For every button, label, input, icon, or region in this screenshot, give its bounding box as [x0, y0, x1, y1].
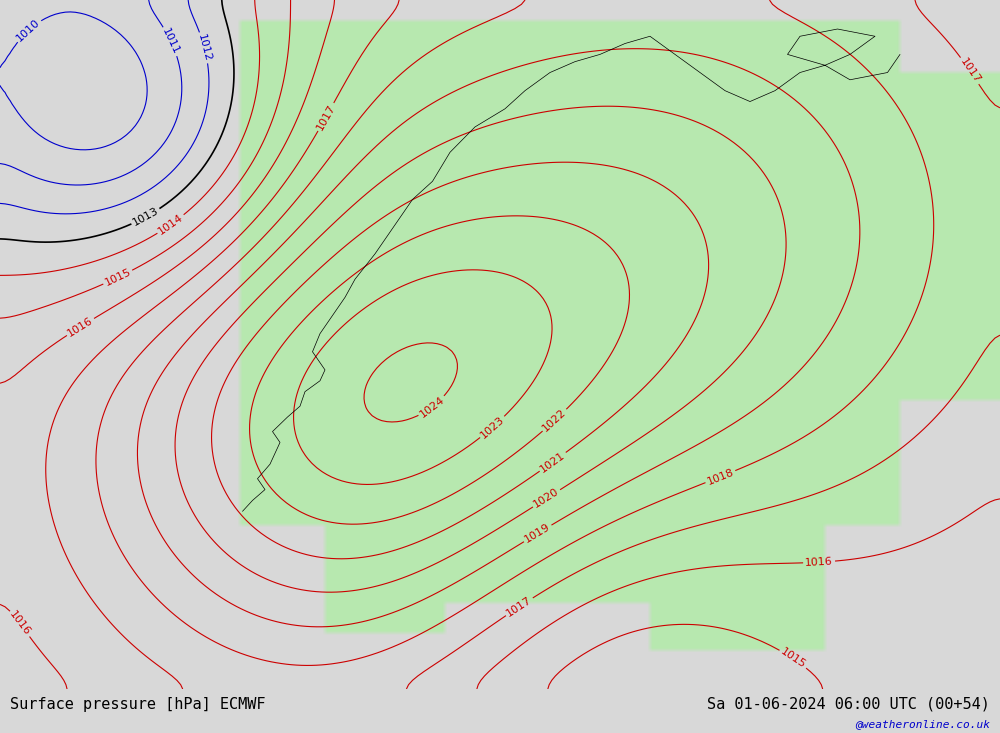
Text: 1013: 1013	[131, 206, 160, 228]
Text: 1018: 1018	[705, 467, 735, 487]
Text: 1017: 1017	[505, 594, 534, 619]
Text: 1016: 1016	[66, 315, 95, 339]
Text: @weatheronline.co.uk: @weatheronline.co.uk	[855, 718, 990, 729]
Text: 1017: 1017	[958, 56, 982, 85]
Text: 1012: 1012	[196, 33, 213, 62]
Text: 1019: 1019	[523, 522, 552, 545]
Text: 1022: 1022	[541, 407, 568, 434]
Text: 1016: 1016	[805, 556, 833, 568]
Text: 1021: 1021	[538, 449, 567, 474]
Text: 1015: 1015	[103, 267, 133, 288]
Text: Surface pressure [hPa] ECMWF: Surface pressure [hPa] ECMWF	[10, 697, 266, 712]
Text: 1024: 1024	[418, 394, 446, 419]
Text: 1020: 1020	[532, 487, 561, 510]
Text: Sa 01-06-2024 06:00 UTC (00+54): Sa 01-06-2024 06:00 UTC (00+54)	[707, 697, 990, 712]
Text: 1014: 1014	[156, 213, 185, 237]
Text: 1023: 1023	[479, 414, 506, 441]
Text: 1010: 1010	[15, 17, 42, 43]
Text: 1017: 1017	[315, 103, 337, 132]
Text: 1015: 1015	[779, 647, 808, 671]
Text: 1016: 1016	[8, 609, 33, 638]
Text: 1011: 1011	[160, 26, 181, 56]
